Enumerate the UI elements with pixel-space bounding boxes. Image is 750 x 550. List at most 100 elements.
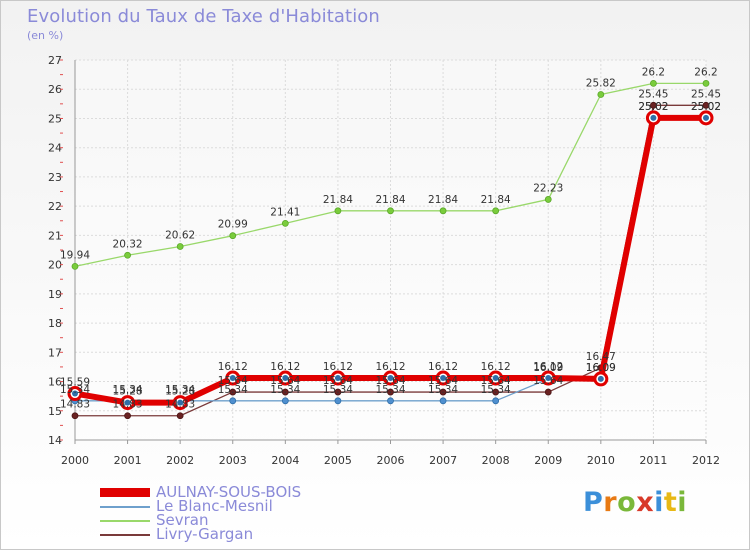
brand-letter: i <box>677 487 688 518</box>
data-label: 15.34 <box>270 384 300 396</box>
x-tick-label: 2011 <box>639 454 667 467</box>
brand-letter: r <box>603 487 618 518</box>
data-point <box>597 91 605 98</box>
data-label: 15.34 <box>60 384 90 396</box>
data-point <box>650 79 657 87</box>
y-tick-label: 16 <box>48 376 62 389</box>
data-label: 16.12 <box>533 361 563 373</box>
x-tick-label: 2001 <box>114 454 142 467</box>
y-tick-label: 15 <box>48 405 62 418</box>
data-label: 20.99 <box>218 219 248 231</box>
data-label: 15.64 <box>323 375 353 387</box>
data-point <box>439 397 447 405</box>
data-point-center <box>282 375 289 382</box>
data-point <box>702 79 710 87</box>
brand-letter: P <box>583 487 604 518</box>
data-label: 20.62 <box>165 229 195 241</box>
data-point <box>71 412 79 420</box>
data-label: 25.45 <box>691 88 721 100</box>
x-tick-label: 2000 <box>61 454 89 467</box>
data-point <box>124 412 131 420</box>
data-point <box>387 388 394 396</box>
data-label: 15.64 <box>533 375 563 387</box>
x-tick-label: 2010 <box>587 454 615 467</box>
data-label: 15.34 <box>323 384 353 396</box>
y-tick-label: 24 <box>48 142 62 155</box>
data-label: 14.83 <box>60 399 90 411</box>
data-point <box>544 196 552 203</box>
data-point-center <box>545 375 552 382</box>
data-label: 15.34 <box>375 384 405 396</box>
data-label: 25.02 <box>691 101 721 113</box>
data-label: 21.84 <box>375 194 405 206</box>
data-label: 22.23 <box>533 182 563 194</box>
data-label: 16.09 <box>586 362 616 374</box>
data-label: 16.09 <box>586 362 616 374</box>
data-label: 16.12 <box>375 361 405 373</box>
legend-label: AULNAY-SOUS-BOIS <box>156 483 302 501</box>
data-label: 19.94 <box>60 249 90 261</box>
data-point <box>492 397 500 405</box>
brand-logo: Proxiti <box>583 487 687 518</box>
x-tick-label: 2007 <box>429 454 457 467</box>
data-point <box>439 207 447 215</box>
data-label: 15.64 <box>270 375 300 387</box>
data-label: 25.02 <box>638 101 668 113</box>
data-point <box>650 101 657 109</box>
data-point <box>71 262 79 270</box>
data-point-center <box>597 375 604 382</box>
chart-title: Evolution du Taux de Taxe d'Habitation <box>27 6 380 27</box>
data-point <box>387 207 394 215</box>
data-point-center <box>387 375 394 382</box>
data-point <box>229 388 237 396</box>
data-label: 15.34 <box>218 384 248 396</box>
legend-swatch <box>100 488 150 497</box>
x-tick-label: 2003 <box>219 454 247 467</box>
data-label: 26.2 <box>642 66 665 78</box>
data-label: 16.12 <box>481 361 511 373</box>
x-tick-label: 2012 <box>692 454 720 467</box>
data-point <box>229 232 237 240</box>
data-point-center <box>703 114 709 121</box>
data-label: 25.02 <box>691 101 721 113</box>
data-point <box>281 397 289 405</box>
data-label: 21.41 <box>270 206 300 218</box>
y-tick-label: 17 <box>48 346 62 359</box>
legend-label: Le Blanc-Mesnil <box>156 497 273 515</box>
data-point <box>281 388 289 396</box>
data-point-center <box>177 399 184 406</box>
data-label: 16.47 <box>586 351 616 363</box>
y-tick-label: 27 <box>48 54 62 67</box>
y-tick-label: 25 <box>48 112 62 125</box>
data-label: 25.02 <box>638 101 668 113</box>
data-label: 15.34 <box>428 384 458 396</box>
data-label: 15.64 <box>481 375 511 387</box>
data-label: 16.12 <box>218 361 248 373</box>
brand-letter: x <box>636 487 655 518</box>
data-point <box>544 388 552 396</box>
y-tick-label: 19 <box>48 288 62 301</box>
data-point <box>492 388 500 396</box>
data-label: 15.34 <box>113 384 143 396</box>
data-label: 25.45 <box>638 88 668 100</box>
y-tick-label: 22 <box>48 200 62 213</box>
data-label: 21.84 <box>428 194 458 206</box>
data-label: 15.64 <box>375 375 405 387</box>
data-point <box>702 101 710 109</box>
data-point <box>439 388 447 396</box>
data-label: 15.34 <box>481 384 511 396</box>
x-tick-label: 2009 <box>534 454 562 467</box>
data-label: 15.64 <box>218 375 248 387</box>
brand-letter: i <box>654 487 664 518</box>
data-label: 20.32 <box>113 238 143 250</box>
data-point <box>334 397 342 405</box>
data-point-center <box>229 375 236 382</box>
data-label: 15.59 <box>60 377 90 389</box>
data-label: 25.82 <box>586 77 616 89</box>
data-label: 16.12 <box>428 361 458 373</box>
data-point <box>387 397 394 405</box>
data-point-center <box>334 375 341 382</box>
data-label: 15.28 <box>113 386 143 398</box>
